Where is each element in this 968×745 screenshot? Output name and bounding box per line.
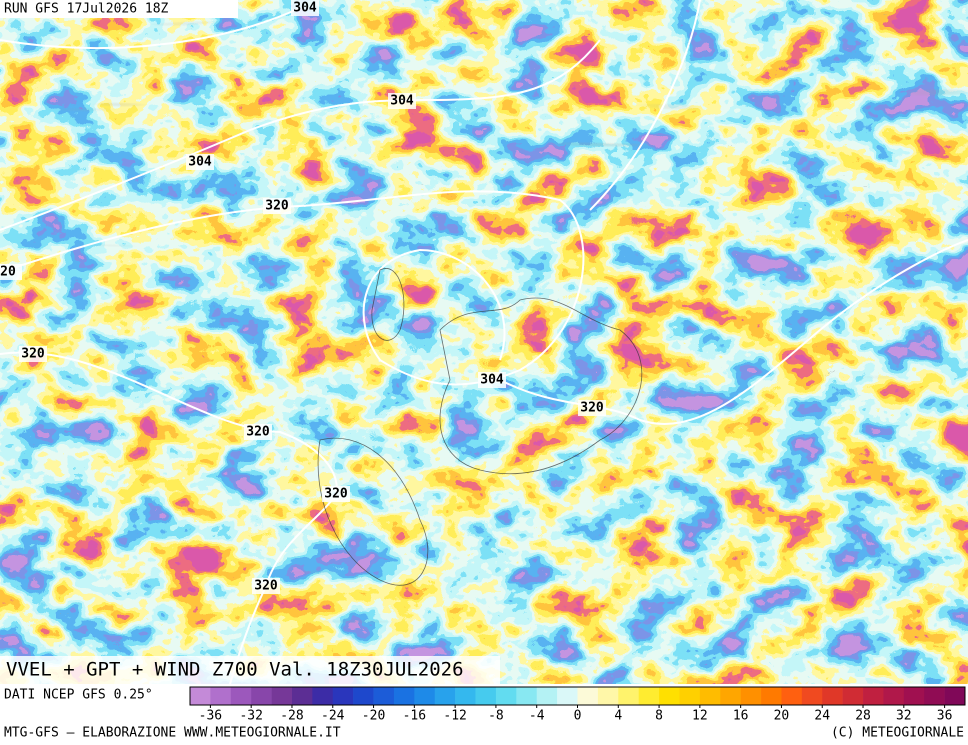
colorbar-tick-label: -32 xyxy=(239,709,262,724)
source-label: DATI NCEP GFS 0.25° xyxy=(4,688,153,703)
colorbar-swatch xyxy=(373,687,395,705)
contour-label-box xyxy=(19,346,47,362)
colorbar-tick-label: 8 xyxy=(655,709,663,724)
contour-label: 320 xyxy=(21,347,45,362)
colorbar-tick-label: -20 xyxy=(362,709,385,724)
colorbar-tick-label: 24 xyxy=(814,709,830,724)
colorbar-swatch xyxy=(863,687,884,705)
colorbar-tick-label: 4 xyxy=(614,709,622,724)
colorbar-tick-label: 12 xyxy=(692,709,708,724)
colorbar-swatch xyxy=(271,687,293,705)
contour-label: 20 xyxy=(0,265,16,280)
colorbar-tick-label: 20 xyxy=(774,709,790,724)
colorbar-swatch xyxy=(393,687,415,705)
colorbar-tick-label: 0 xyxy=(574,709,582,724)
colorbar-swatch xyxy=(903,687,925,705)
coastline xyxy=(317,437,429,586)
coastline xyxy=(439,297,643,475)
colorbar-swatch xyxy=(577,687,599,705)
colorbar-swatch xyxy=(210,687,232,705)
contour-label: 320 xyxy=(324,487,348,502)
colorbar-tick-label: -28 xyxy=(280,709,303,724)
colorbar-swatch xyxy=(190,687,211,705)
colorbar-swatch xyxy=(495,687,517,705)
coastlines xyxy=(317,268,643,586)
contour-label: 304 xyxy=(293,1,317,16)
colorbar-swatch xyxy=(557,687,578,705)
colorbar-swatch xyxy=(312,687,334,705)
product-label-box xyxy=(0,656,500,684)
coastline xyxy=(371,268,405,341)
contour-label: 304 xyxy=(188,155,212,170)
colorbar-swatch xyxy=(842,687,864,705)
colorbar-swatch xyxy=(924,687,945,705)
colorbar-swatch xyxy=(883,687,905,705)
run-label-box xyxy=(0,0,238,18)
colorbar-swatch xyxy=(516,687,538,705)
colorbar-swatch xyxy=(597,687,619,705)
wind-streamlines xyxy=(0,0,968,684)
colorbar: -36 -32 -28 -24 -20 -16 -12 -8 -4 0 4 8 12 16 20 24 28 32… xyxy=(189,686,966,724)
colorbar-tick-label: -8 xyxy=(488,709,504,724)
colorbar-swatch xyxy=(638,687,660,705)
colorbar-swatch xyxy=(455,687,476,705)
colorbar-swatch xyxy=(332,687,354,705)
colorbar-swatch xyxy=(720,687,741,705)
colorbar-swatch xyxy=(618,687,639,705)
contour-label-box xyxy=(186,154,214,170)
colorbar-tick-label: -16 xyxy=(403,709,426,724)
contour xyxy=(0,39,601,231)
colorbar-tick-label: -4 xyxy=(529,709,545,724)
contour-label: 320 xyxy=(580,401,604,416)
contour-label-box xyxy=(322,486,350,502)
colorbar-swatch xyxy=(740,687,762,705)
contour-label: 304 xyxy=(390,94,414,109)
colorbar-swatch xyxy=(251,687,272,705)
contour-label: 320 xyxy=(265,199,289,214)
colorbar-swatch xyxy=(944,687,966,705)
colorbar-tick-label: 16 xyxy=(733,709,749,724)
colorbar-swatch xyxy=(679,687,701,705)
colorbar-tick-label: -12 xyxy=(443,709,466,724)
run-label: RUN GFS 17Jul2026 18Z xyxy=(4,2,169,17)
contour xyxy=(589,0,701,211)
contour-label: 320 xyxy=(246,425,270,440)
contour-label-box xyxy=(244,424,272,440)
contour-label-box xyxy=(388,93,416,109)
credit-label: MTG-GFS — ELABORAZIONE WWW.METEOGIORNALE… xyxy=(4,726,341,741)
colorbar-swatch xyxy=(475,687,497,705)
colorbar-swatch xyxy=(781,687,803,705)
colorbar-swatch xyxy=(761,687,782,705)
contour xyxy=(0,7,301,50)
colorbar-swatch xyxy=(801,687,823,705)
contour-label-box xyxy=(478,372,506,388)
colorbar-swatch xyxy=(659,687,680,705)
contour-label-box xyxy=(578,400,606,416)
colorbar-tick-label: 28 xyxy=(855,709,871,724)
contour-label-box xyxy=(263,198,291,214)
colorbar-swatch xyxy=(536,687,558,705)
colorbar-swatch xyxy=(291,687,313,705)
colorbar-tick-label: -36 xyxy=(199,709,222,724)
colorbar-swatch xyxy=(230,687,252,705)
map: 304 304 304 320 20 320 320 304 320 320 320 xyxy=(0,0,968,684)
colorbar-swatch xyxy=(353,687,374,705)
product-label: VVEL + GPT + WIND Z700 Val. 18Z30JUL2026 xyxy=(6,659,464,681)
contour-label-box xyxy=(252,578,280,594)
contour-label: 320 xyxy=(254,579,278,594)
colorbar-tick-label: -24 xyxy=(321,709,345,724)
copyright-label: (C) METEOGIORNALE xyxy=(831,726,964,741)
colorbar-swatch xyxy=(699,687,721,705)
contour-label: 304 xyxy=(480,373,504,388)
contour-label-box xyxy=(291,0,319,16)
colorbar-tick-label: 36 xyxy=(937,709,953,724)
colorbar-swatch xyxy=(822,687,843,705)
colorbar-swatch xyxy=(414,687,436,705)
colorbar-swatch xyxy=(434,687,456,705)
colorbar-tick-label: 32 xyxy=(896,709,912,724)
contour-label-box xyxy=(0,264,22,280)
